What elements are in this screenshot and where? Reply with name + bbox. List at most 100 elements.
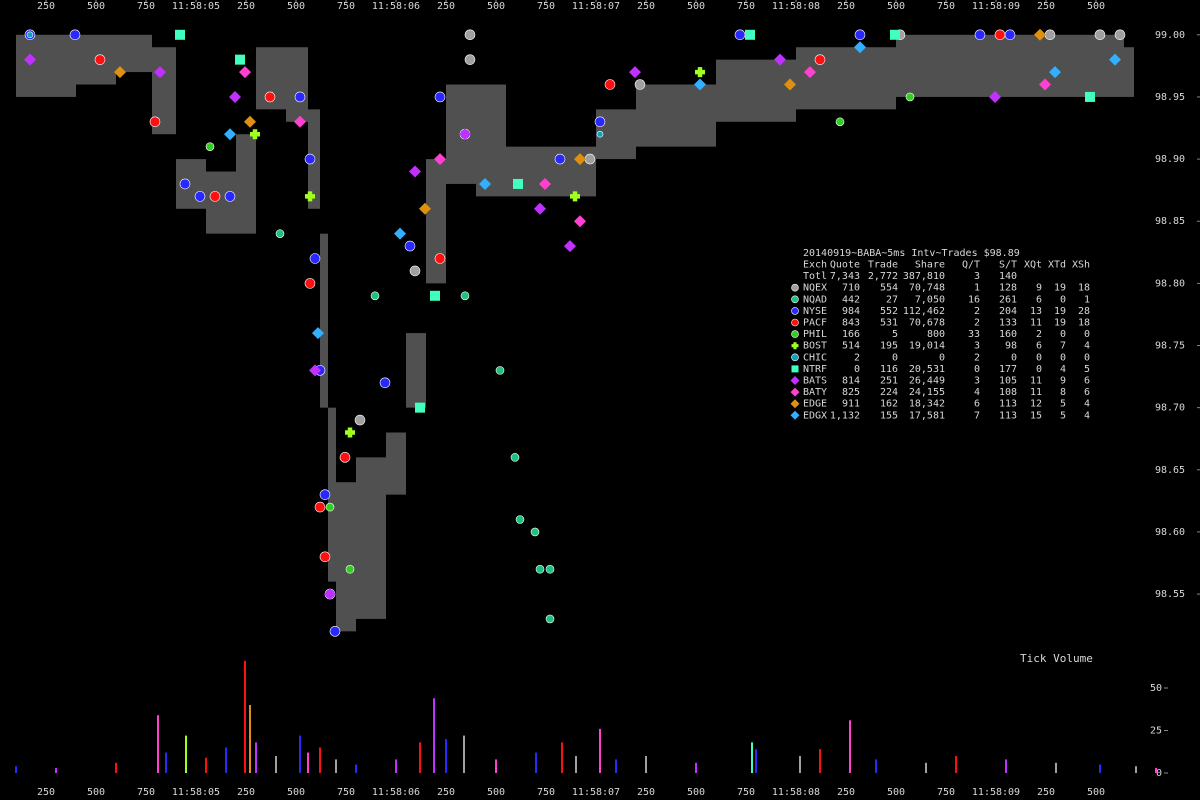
x-tick-label: 11:58:06 xyxy=(372,787,420,798)
table-cell: 1,132 xyxy=(830,410,860,421)
volume-title: Tick Volume xyxy=(1020,652,1093,665)
trade-point xyxy=(594,116,606,128)
trade-point xyxy=(339,452,351,463)
table-cell: 18 xyxy=(1078,318,1090,329)
table-cell: 5 xyxy=(1084,364,1090,375)
trade-point xyxy=(69,29,81,41)
volume-bar xyxy=(463,735,465,773)
volume-bar xyxy=(419,742,421,773)
table-cell: 0 xyxy=(1060,352,1066,363)
table-cell: 195 xyxy=(880,341,898,352)
x-tick-label: 750 xyxy=(937,1,955,12)
x-tick-label: 750 xyxy=(137,1,155,12)
table-cell: 19 xyxy=(1054,283,1066,294)
trade-point xyxy=(224,128,236,141)
volume-bar xyxy=(115,762,117,773)
x-tick-label: 500 xyxy=(687,1,705,12)
legend-marker xyxy=(791,365,799,373)
x-tick-label: 250 xyxy=(637,787,655,798)
trade-point xyxy=(354,414,366,426)
table-title: 20140919~BABA~5ms Intv~Trades $98.89 xyxy=(803,248,1020,259)
trade-point xyxy=(304,153,316,165)
table-header: XQt xyxy=(1024,260,1042,271)
table-cell: 442 xyxy=(842,294,860,305)
nbbo-band xyxy=(328,407,336,582)
table-cell: 7,343 xyxy=(830,271,860,282)
table-cell: 3 xyxy=(974,341,980,352)
table-cell: BOST xyxy=(803,341,827,352)
x-tick-label: 11:58:08 xyxy=(772,787,820,798)
trade-point xyxy=(394,227,406,240)
volume-bar xyxy=(925,762,927,773)
table-cell: 5 xyxy=(1060,410,1066,421)
nbbo-band xyxy=(796,47,896,110)
legend-marker xyxy=(790,387,800,397)
trade-point xyxy=(224,191,236,202)
table-cell: 3 xyxy=(974,271,980,282)
table-cell: 800 xyxy=(927,329,945,340)
volume-bar xyxy=(355,764,357,773)
table-cell: 825 xyxy=(842,387,860,398)
trade-point xyxy=(304,278,316,289)
volume-bar xyxy=(1005,759,1007,773)
volume-bar xyxy=(433,698,435,773)
volume-bar xyxy=(875,759,877,773)
table-cell: 19 xyxy=(1054,306,1066,317)
x-tick-label: 750 xyxy=(937,787,955,798)
table-cell: 2 xyxy=(974,306,980,317)
trade-point xyxy=(574,153,586,166)
volume-bar xyxy=(255,742,257,773)
y-tick-label: 98.80 xyxy=(1155,278,1185,289)
nbbo-band xyxy=(1096,34,1124,97)
table-cell: 0 xyxy=(1084,329,1090,340)
table-cell: 17,581 xyxy=(909,410,945,421)
volume-bar xyxy=(275,756,277,773)
table-cell: 19 xyxy=(1054,318,1066,329)
table-cell: 9 xyxy=(1036,283,1042,294)
trade-point xyxy=(574,215,586,228)
trade-point xyxy=(1034,28,1046,41)
trade-point xyxy=(554,153,566,165)
trade-point xyxy=(989,90,1001,103)
y-tick-label: 50 xyxy=(1150,683,1162,694)
nbbo-band xyxy=(896,34,996,97)
trade-point xyxy=(734,29,746,41)
trade-point xyxy=(535,564,545,574)
trade-point xyxy=(835,117,845,127)
x-tick-label: 11:58:06 xyxy=(372,1,420,12)
y-tick-label: 98.75 xyxy=(1155,341,1185,352)
trade-point xyxy=(854,29,866,41)
x-tick-label: 250 xyxy=(237,1,255,12)
volume-bar xyxy=(599,728,601,773)
nbbo-band xyxy=(386,432,406,495)
nbbo-band xyxy=(356,457,386,619)
table-cell: 0 xyxy=(1036,352,1042,363)
trade-point xyxy=(854,41,866,54)
table-cell: 113 xyxy=(999,399,1017,410)
trade-point xyxy=(209,191,221,202)
table-cell: 6 xyxy=(1036,294,1042,305)
volume-bar xyxy=(799,756,801,773)
table-cell: 113 xyxy=(999,410,1017,421)
volume-bar xyxy=(561,742,563,773)
volume-bar xyxy=(157,715,159,773)
trade-point xyxy=(1094,29,1106,41)
volume-bar xyxy=(1135,766,1137,773)
table-cell: 18,342 xyxy=(909,399,945,410)
table-cell: 128 xyxy=(999,283,1017,294)
x-tick-label: 500 xyxy=(687,787,705,798)
trade-point xyxy=(1004,29,1016,41)
volume-bar xyxy=(755,749,757,773)
x-tick-label: 11:58:09 xyxy=(972,1,1020,12)
volume-bar xyxy=(165,752,167,773)
table-cell: 11 xyxy=(1030,376,1042,387)
trade-point xyxy=(479,177,491,190)
table-cell: 24,155 xyxy=(909,387,945,398)
table-cell: 155 xyxy=(880,410,898,421)
table-cell: 4 xyxy=(974,387,980,398)
table-cell: 710 xyxy=(842,283,860,294)
legend-marker xyxy=(791,330,799,338)
x-tick-label: 750 xyxy=(737,1,755,12)
table-cell: 6 xyxy=(974,399,980,410)
volume-bar xyxy=(819,749,821,773)
